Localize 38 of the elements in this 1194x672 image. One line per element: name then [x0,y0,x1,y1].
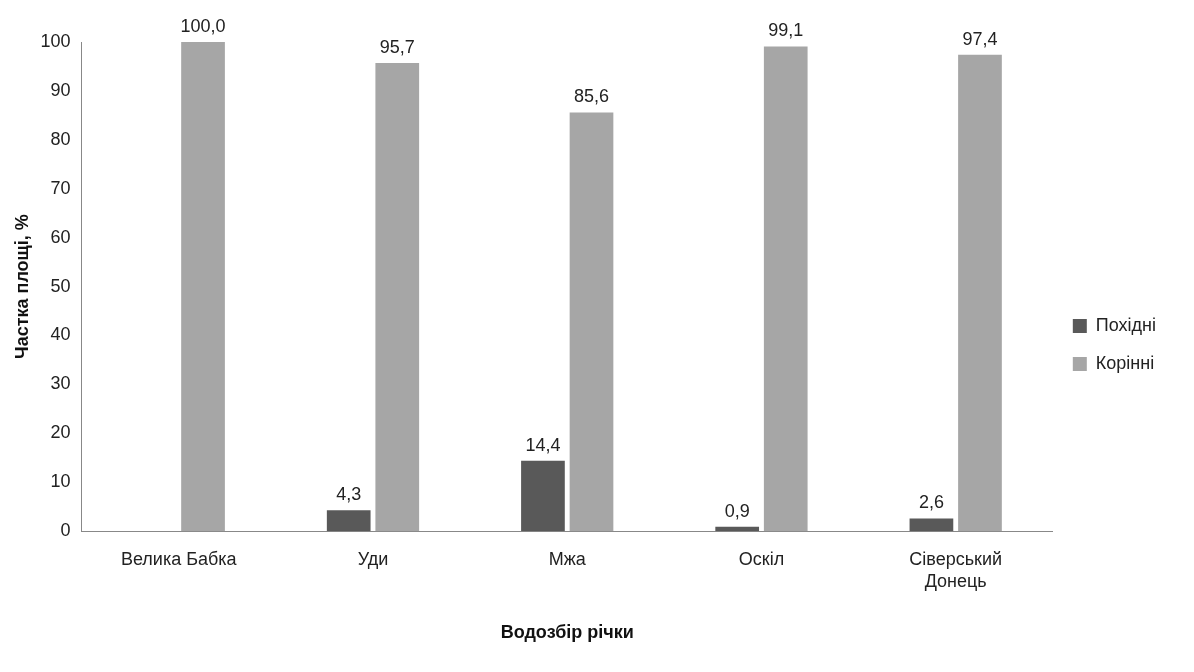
y-tick-label: 0 [60,520,71,541]
data-label: 14,4 [525,434,561,455]
x-tick-label: Сіверський Донець [909,548,1003,591]
y-tick-label: 70 [50,177,71,198]
data-label: 95,7 [379,37,415,57]
bar [958,54,1002,532]
data-label: 2,6 [918,492,944,513]
y-tick-label: 10 [50,471,71,492]
y-tick-label: 90 [50,79,71,100]
data-label: 97,4 [962,28,998,49]
bar [326,510,371,532]
y-axis-title: Частка площі, % [11,214,32,359]
x-tick-label: Уди [357,548,389,569]
data-label: 0,9 [724,500,750,521]
bar [375,63,420,532]
y-tick-label: 80 [50,128,71,149]
y-tick-label: 20 [50,422,71,443]
x-tick-label: Оскіл [738,548,785,569]
bar [909,518,954,532]
y-tick-label: 100 [40,30,71,51]
x-tick-label: Велика Бабка [120,548,238,569]
legend-label: Корінні [1095,352,1155,373]
bar [521,460,565,532]
y-tick-label: 60 [50,226,71,247]
data-label: 99,1 [768,20,804,41]
bar [763,46,808,532]
x-tick-label: Мжа [548,548,587,569]
bar [181,42,225,532]
y-tick-label: 30 [50,373,71,394]
data-label: 4,3 [336,484,362,505]
y-tick-label: 50 [50,275,71,296]
x-axis-title: Водозбір річки [500,622,634,643]
y-tick-label: 40 [50,324,71,345]
bar [715,526,760,532]
bar [569,112,614,532]
data-label: 85,6 [573,86,610,107]
data-label: 100,0 [180,15,226,36]
legend-label: Похідні [1095,314,1156,335]
